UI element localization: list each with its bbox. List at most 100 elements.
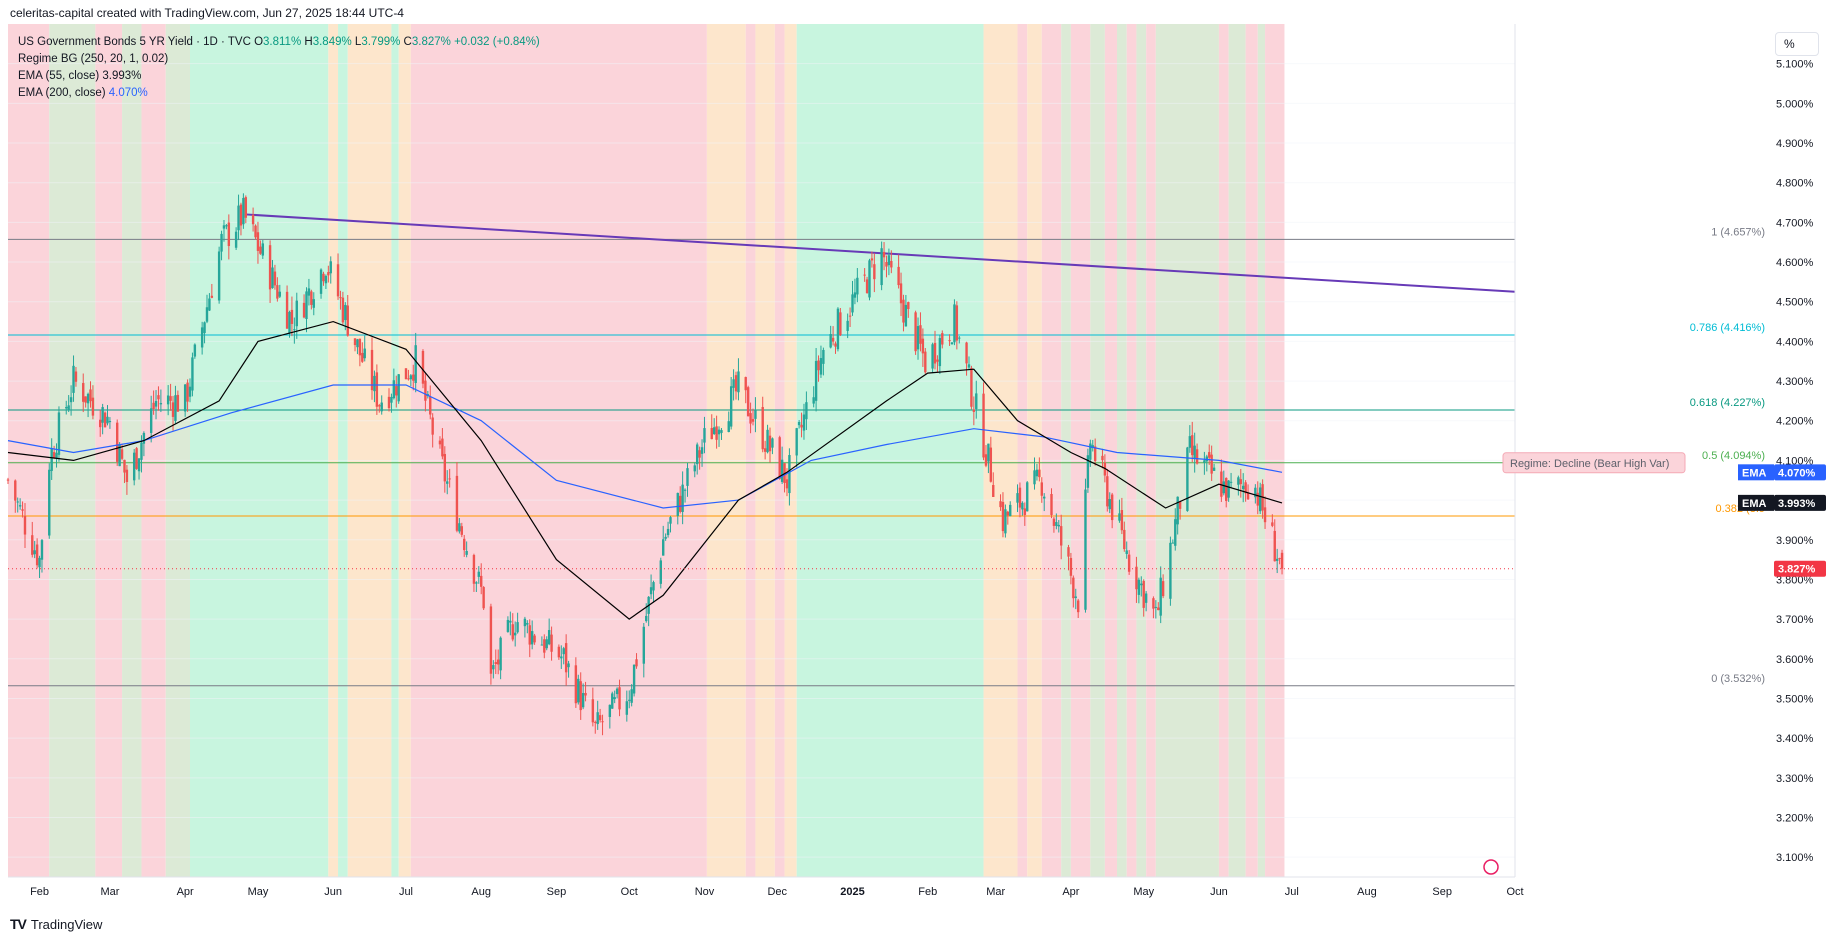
candle-body	[1060, 526, 1063, 546]
candle-body	[618, 687, 621, 710]
ema55-value: 3.993%	[102, 70, 142, 82]
candle-body	[958, 337, 961, 339]
replay-icon	[1483, 859, 1499, 875]
price-tick-label: 4.300%	[1776, 376, 1814, 388]
candle-body	[763, 448, 767, 452]
candle-body	[1089, 443, 1092, 460]
candle-body	[407, 378, 410, 380]
regime-band	[141, 24, 166, 877]
legend-ema55-row[interactable]: EMA (55, close) 3.993%	[18, 68, 540, 85]
legend-symbol-row[interactable]: US Government Bonds 5 YR Yield · 1D · TV…	[18, 34, 540, 51]
candle-body	[222, 225, 226, 229]
regime-indicator-label: Regime BG (250, 20, 1, 0.02)	[18, 53, 169, 65]
candle-body	[363, 348, 366, 359]
resistance-trendline	[245, 213, 1516, 293]
candle-body	[305, 291, 308, 320]
candle-body	[135, 448, 138, 469]
candle-body	[729, 386, 733, 427]
candle-body	[1275, 558, 1279, 561]
time-axis[interactable]: Feb Mar Apr May Jun Jul Aug Sep Oct Nov Dec 2025 Feb…	[8, 876, 1524, 898]
candle-body	[695, 444, 699, 465]
candle-body	[69, 397, 73, 403]
candle-body	[1176, 496, 1179, 525]
candle-body	[1222, 481, 1225, 494]
time-tick-label: Jul	[1285, 886, 1299, 898]
candle-body	[72, 365, 75, 393]
open-value: 3.811%	[263, 36, 302, 48]
candle-body	[1188, 436, 1192, 448]
price-tick-label: 5.000%	[1776, 98, 1814, 110]
candle-body	[1246, 492, 1250, 500]
candle-body	[169, 396, 172, 401]
candle-body	[273, 271, 277, 286]
regime-band	[122, 24, 142, 877]
candle-body	[831, 337, 835, 342]
candle-body	[1191, 435, 1194, 456]
candle-body	[373, 375, 376, 392]
candle-body	[1154, 606, 1158, 608]
candle-body	[285, 291, 289, 329]
candle-body	[1244, 482, 1247, 494]
candle-body	[154, 400, 158, 407]
candle-body	[645, 615, 648, 622]
change-value: +0.032 (+0.84%)	[454, 36, 540, 48]
candle-body	[414, 345, 417, 384]
regime-band	[1257, 24, 1266, 877]
candle-body	[120, 449, 124, 459]
tradingview-logo-icon: TV	[10, 916, 27, 932]
candle-body	[953, 304, 956, 343]
percent-scale-button[interactable]: %	[1775, 32, 1819, 56]
candle-body	[171, 402, 175, 417]
candle-body	[242, 197, 245, 225]
candle-body	[887, 255, 891, 266]
legend-ema200-row[interactable]: EMA (200, close) 4.070%	[18, 85, 540, 102]
candle-body	[540, 644, 544, 646]
high-value: 3.849%	[312, 36, 352, 48]
candle-body	[166, 395, 170, 405]
candle-body	[933, 342, 937, 364]
candle-body	[822, 349, 825, 364]
price-tag: EMA 4.070%	[1738, 464, 1826, 481]
candle-body	[819, 358, 823, 375]
regime-band	[1017, 24, 1028, 877]
candle-body	[152, 402, 155, 410]
candle-body	[652, 582, 655, 591]
candle-body	[907, 302, 910, 310]
candle-body	[361, 352, 364, 362]
candle-body	[188, 386, 192, 397]
candle-body	[516, 622, 519, 633]
candle-body	[992, 485, 995, 497]
legend-regime-row[interactable]: Regime BG (250, 20, 1, 0.02)	[18, 51, 540, 68]
candle-body	[89, 389, 92, 402]
candle-body	[1110, 494, 1114, 521]
tradingview-brand[interactable]: TV TradingView	[10, 916, 102, 932]
candle-body	[412, 374, 415, 381]
trendline[interactable]	[245, 213, 1516, 293]
candle-body	[836, 308, 840, 350]
candle-body	[642, 626, 646, 664]
chart-credit: celeritas-capital created with TradingVi…	[10, 6, 404, 20]
candle-body	[768, 435, 772, 452]
candle-body	[322, 273, 325, 282]
candle-body	[839, 312, 842, 336]
candle-body	[817, 360, 820, 371]
candle-body	[1242, 485, 1245, 490]
candle-body	[489, 606, 493, 674]
candle-body	[715, 426, 718, 440]
candle-body	[1278, 558, 1281, 560]
regime-band	[706, 24, 746, 877]
candle-body	[339, 297, 342, 299]
candle-body	[1067, 547, 1070, 557]
candle-body	[463, 538, 466, 551]
candle-body	[567, 663, 570, 668]
candle-body	[669, 517, 672, 524]
regime-label: Regime: Decline (Bear High Var)	[1510, 458, 1669, 470]
price-axis[interactable]: 5.100% 5.000% 4.900% 4.800% 4.700% 4.600% 4.50…	[1514, 24, 1814, 877]
candle-body	[186, 382, 189, 402]
candle-body	[533, 635, 536, 643]
candle-body	[409, 375, 413, 380]
candle-body	[1227, 480, 1230, 498]
candle-body	[116, 422, 119, 462]
candle-body	[921, 338, 925, 354]
